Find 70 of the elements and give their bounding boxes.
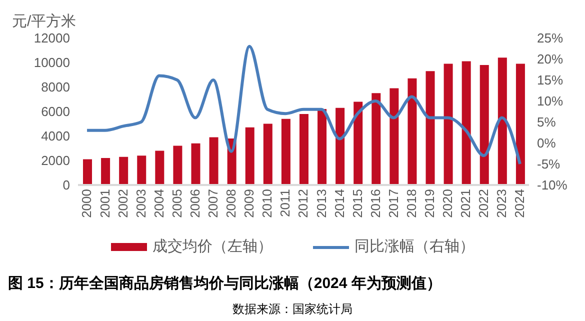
x-tick-label: 2017	[386, 189, 401, 218]
line-series	[86, 44, 522, 166]
y2-tick-label: -10%	[537, 178, 568, 193]
x-tick-label: 2016	[368, 189, 383, 218]
x-tick-label: 2014	[332, 189, 347, 218]
bar	[336, 108, 345, 185]
y-tick-label: 8000	[41, 80, 70, 95]
y-axis-title: 元/平方米	[12, 12, 76, 31]
bar	[155, 150, 164, 185]
x-tick-label: 2009	[242, 189, 257, 218]
bar	[444, 64, 453, 185]
bar	[516, 64, 525, 185]
x-tick-label: 2006	[187, 189, 202, 218]
bar	[372, 93, 381, 185]
y2-tick-label: 15%	[537, 72, 564, 88]
y-tick-label: 12000	[34, 30, 70, 46]
x-tick-label: 2005	[169, 189, 184, 218]
legend-label: 同比涨幅（右轴）	[354, 237, 474, 256]
bar	[480, 64, 489, 185]
x-tick-label: 2011	[278, 189, 293, 217]
x-tick-label: 2001	[97, 189, 112, 218]
y2-tick-label: -5%	[537, 156, 561, 172]
x-tick-label: 2003	[133, 189, 148, 218]
x-tick-label: 2019	[422, 189, 438, 218]
bar	[390, 88, 399, 185]
x-tick-label: 2023	[494, 189, 510, 218]
y2-tick-label: 20%	[537, 52, 564, 67]
y-tick-label: 4000	[41, 128, 70, 144]
bar	[191, 143, 200, 185]
x-tick-label: 2012	[296, 189, 311, 218]
bar	[209, 137, 218, 185]
bar	[318, 109, 327, 185]
y2-tick-label: 10%	[537, 94, 564, 109]
x-tick-label: 2008	[224, 189, 239, 218]
bar	[119, 156, 128, 185]
x-tick-label: 2021	[458, 189, 474, 218]
x-tick-label: 2015	[350, 189, 365, 218]
y-tick-label: 10000	[34, 55, 70, 70]
bar	[101, 158, 110, 185]
bar	[498, 58, 507, 185]
bar	[408, 78, 417, 185]
text: 图 15：历年全国商品房销售均价与同比涨幅（2024 年为预测值）	[8, 274, 442, 293]
x-tick-label: 2013	[314, 189, 329, 218]
y2-tick-label: 5%	[537, 114, 556, 130]
bar	[299, 114, 308, 185]
bar	[83, 159, 92, 185]
x-tick-label: 2024	[512, 189, 528, 218]
y2-tick-label: 25%	[537, 30, 564, 46]
y-tick-label: 0	[62, 178, 70, 193]
x-tick-label: 2000	[79, 189, 94, 218]
bar	[426, 71, 435, 185]
x-tick-label: 2022	[476, 189, 492, 218]
bar	[137, 156, 146, 185]
source-note: 数据来源：国家统计局	[232, 301, 354, 318]
y2-tick-label: 0%	[537, 136, 556, 151]
bar	[354, 102, 363, 185]
bar	[462, 61, 471, 185]
y-tick-label: 2000	[41, 153, 70, 168]
bar	[263, 124, 272, 185]
x-tick-label: 2020	[440, 189, 456, 218]
legend-label: 成交均价（左轴）	[152, 237, 272, 256]
x-tick-label: 2002	[115, 189, 130, 218]
bar	[281, 118, 290, 185]
x-tick-label: 2007	[206, 189, 221, 218]
x-tick-label: 2010	[260, 189, 275, 218]
x-tick-label: 2004	[151, 189, 166, 218]
x-tick-label: 2018	[404, 189, 419, 218]
bar	[245, 127, 254, 185]
bar	[173, 146, 182, 185]
y-tick-label: 6000	[41, 104, 70, 120]
